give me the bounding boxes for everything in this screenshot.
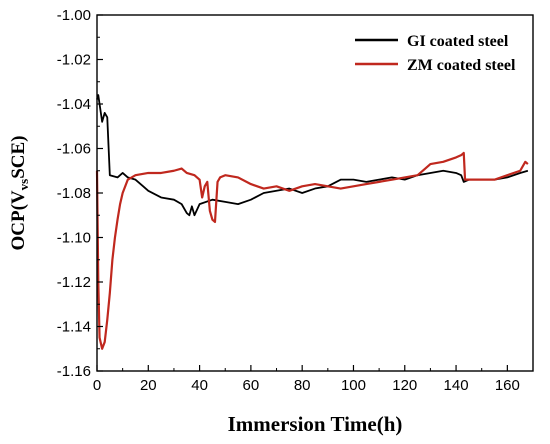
y-tick-label: -1.12: [57, 274, 91, 291]
legend: GI coated steel ZM coated steel: [355, 33, 516, 74]
y-tick-label: -1.04: [57, 96, 91, 113]
legend-label-1: GI coated steel: [407, 33, 509, 50]
series-line-1: [96, 94, 529, 217]
y-axis-title-tail: SCE): [8, 135, 29, 178]
y-axis: -1.16 -1.14 -1.12 -1.10 -1.08 -1.06 -1.04 -1.02…: [57, 7, 103, 380]
x-tick-label: 60: [243, 377, 260, 394]
x-tick-label: 40: [191, 377, 208, 394]
legend-label-2: ZM coated steel: [407, 57, 516, 74]
y-axis-title-subscript: vs: [16, 179, 31, 191]
y-axis-title-main: OCP(V: [8, 190, 29, 250]
series-line-2: [95, 151, 529, 350]
x-tick-label: 0: [93, 377, 101, 394]
y-tick-label: -1.00: [57, 7, 91, 24]
y-tick-label: -1.06: [57, 141, 91, 158]
x-tick-label: 120: [392, 377, 417, 394]
x-axis: 0 20 40 60 80 100 120 140 160: [93, 365, 520, 394]
y-tick-label: -1.10: [57, 230, 91, 247]
x-tick-label: 20: [140, 377, 157, 394]
y-tick-label: -1.14: [57, 319, 91, 336]
x-tick-label: 140: [444, 377, 469, 394]
y-axis-title: OCP(VvsSCE): [8, 135, 31, 250]
y-tick-label: -1.02: [57, 52, 91, 69]
y-tick-label: -1.08: [57, 185, 91, 202]
x-axis-title: Immersion Time(h): [228, 412, 403, 436]
x-tick-label: 100: [341, 377, 366, 394]
series-layer: [95, 94, 529, 350]
y-tick-label: -1.16: [57, 363, 91, 380]
x-tick-label: 80: [294, 377, 311, 394]
x-tick-label: 160: [495, 377, 520, 394]
